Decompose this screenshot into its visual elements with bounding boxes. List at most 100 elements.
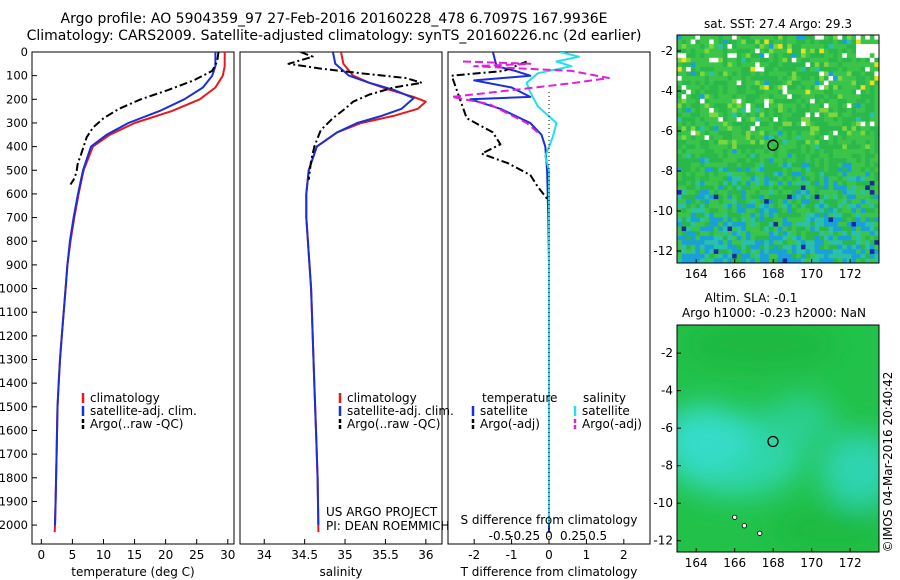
sst-pixel xyxy=(828,71,834,77)
sst-pixel xyxy=(695,39,701,45)
sst-pixel xyxy=(787,66,793,72)
sst-pixel xyxy=(791,199,797,205)
sst-pixel xyxy=(837,162,843,168)
sst-pixel xyxy=(851,167,857,173)
sst-pixel xyxy=(842,35,848,40)
sst-pixel xyxy=(727,203,733,209)
sst-pixel xyxy=(814,62,820,68)
sst-pixel xyxy=(778,240,783,246)
sst-pixel xyxy=(814,112,820,118)
sst-pixel xyxy=(869,149,875,154)
sst-pixel xyxy=(856,235,861,241)
sst-pixel xyxy=(842,226,848,232)
difference-xlabel-top: S difference from climatology xyxy=(461,513,638,527)
sst-pixel xyxy=(718,203,724,209)
sst-pixel xyxy=(869,167,875,173)
sst-pixel xyxy=(686,203,692,209)
sst-pixel xyxy=(768,203,774,209)
sst-pixel xyxy=(768,144,774,150)
sst-pixel xyxy=(764,258,770,264)
sst-pixel xyxy=(686,221,692,227)
sst-pixel xyxy=(860,167,866,173)
sst-pixel xyxy=(865,221,871,227)
sst-pixel xyxy=(773,103,779,109)
sst-pixel xyxy=(686,144,692,150)
sst-pixel xyxy=(819,171,825,177)
sst-pixel xyxy=(704,48,710,54)
sst-pixel xyxy=(823,98,829,104)
sst-pixel xyxy=(860,253,866,259)
sst-pixel xyxy=(741,103,747,109)
sst-pixel xyxy=(874,258,880,264)
sst-pixel xyxy=(856,194,861,200)
sst-pixel xyxy=(828,139,834,145)
sst-pixel xyxy=(773,217,779,223)
sst-pixel xyxy=(874,66,880,72)
sst-pixel xyxy=(814,153,820,159)
sst-pixel xyxy=(860,231,866,236)
sst-pixel xyxy=(828,240,834,246)
sst-pixel xyxy=(709,221,715,227)
sst-pixel xyxy=(869,66,875,72)
sst-pixel xyxy=(823,176,829,182)
sst-pixel xyxy=(713,226,719,232)
difference-xlabel: T difference from climatology xyxy=(460,565,638,579)
sst-pixel xyxy=(713,85,719,91)
sst-pixel xyxy=(741,253,747,259)
sst-pixel xyxy=(828,62,834,68)
sst-pixel xyxy=(741,153,747,159)
sst-pixel xyxy=(846,203,852,209)
salinity-annotation-line1: US ARGO PROJECT xyxy=(326,505,438,519)
sst-pixel xyxy=(677,57,682,63)
sst-pixel xyxy=(736,130,742,136)
sst-pixel xyxy=(856,158,861,163)
sst-pixel xyxy=(722,203,728,209)
sst-pixel xyxy=(709,253,715,259)
sst-pixel xyxy=(782,98,788,104)
sst-pixel xyxy=(846,258,852,264)
sst-pixel xyxy=(709,89,715,95)
sst-pixel xyxy=(778,76,783,81)
sst-pixel xyxy=(773,57,779,63)
sst-pixel xyxy=(745,35,751,40)
temperature-xtick-label: 30 xyxy=(220,548,235,562)
sst-pixel xyxy=(791,231,797,236)
sst-pixel xyxy=(709,76,715,81)
sla-map-xtick-label: 172 xyxy=(839,556,862,570)
difference-xtick-label: 1 xyxy=(583,548,591,562)
sst-pixel xyxy=(713,194,719,200)
sst-pixel xyxy=(837,221,843,227)
sst-pixel xyxy=(860,144,866,150)
sst-pixel xyxy=(768,130,774,136)
sst-pixel xyxy=(677,85,682,91)
sst-pixel xyxy=(677,112,682,118)
sst-pixel xyxy=(681,35,687,40)
sst-pixel xyxy=(736,158,742,163)
sst-pixel xyxy=(713,171,719,177)
sst-pixel xyxy=(874,212,880,218)
sst-pixel xyxy=(800,258,806,264)
sst-pixel xyxy=(814,190,820,195)
sst-pixel xyxy=(805,121,811,127)
sst-pixel xyxy=(846,80,852,86)
sst-pixel xyxy=(874,180,880,186)
sst-pixel xyxy=(727,144,733,150)
sst-pixel xyxy=(773,94,779,100)
sst-pixel xyxy=(704,221,710,227)
sst-pixel xyxy=(759,44,765,49)
sst-pixel xyxy=(732,126,737,132)
sst-pixel xyxy=(823,121,829,127)
sst-pixel xyxy=(823,48,829,54)
sst-pixel xyxy=(778,253,783,259)
sst-pixel xyxy=(695,126,701,132)
sst-pixel xyxy=(796,144,802,150)
sst-pixel xyxy=(713,258,719,264)
sst-pixel xyxy=(736,258,742,264)
sst-pixel xyxy=(865,130,871,136)
sst-pixel xyxy=(869,153,875,159)
sst-pixel xyxy=(704,53,710,59)
sst-pixel xyxy=(764,135,770,141)
sst-pixel xyxy=(681,76,687,81)
sst-pixel xyxy=(865,244,871,250)
sst-pixel xyxy=(874,57,880,63)
